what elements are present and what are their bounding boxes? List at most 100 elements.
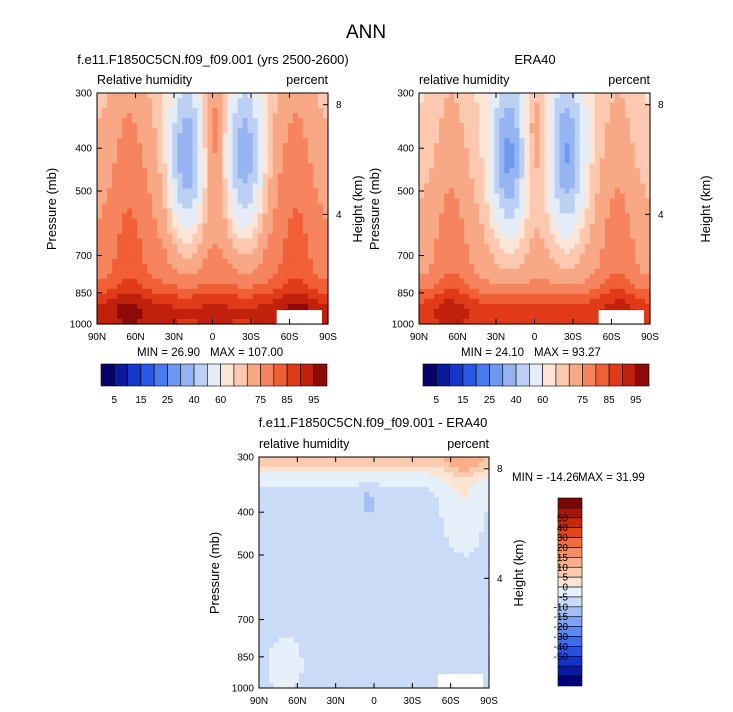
contour-cell xyxy=(257,223,264,230)
contour-cell xyxy=(474,118,480,124)
contour-cell xyxy=(464,158,470,164)
contour-cell xyxy=(192,168,199,174)
contour-cell xyxy=(142,283,148,290)
contour-cell xyxy=(599,103,606,109)
contour-cell xyxy=(132,293,138,300)
contour-cell xyxy=(222,103,229,109)
contour-cell xyxy=(182,288,188,295)
contour-cell xyxy=(262,138,269,144)
contour-cell xyxy=(257,138,264,144)
x-tick-label: 60S xyxy=(281,332,299,343)
contour-cell xyxy=(257,173,264,179)
contour-cell xyxy=(297,148,304,154)
contour-cell xyxy=(172,173,178,179)
contour-cell xyxy=(604,268,611,275)
contour-cell xyxy=(639,168,646,174)
contour-cell xyxy=(267,98,274,104)
contour-cell xyxy=(182,248,188,255)
contour-cell xyxy=(259,502,265,508)
contour-cell xyxy=(237,273,244,280)
contour-cell xyxy=(227,183,234,190)
contour-cell xyxy=(559,138,566,144)
contour-cell xyxy=(464,283,470,290)
contour-cell xyxy=(459,203,465,210)
contour-cell xyxy=(444,278,450,285)
contour-cell xyxy=(454,318,460,325)
contour-cell xyxy=(519,268,526,275)
contour-cell xyxy=(152,173,158,179)
contour-cell xyxy=(459,198,465,205)
contour-cell xyxy=(314,512,320,518)
contour-cell xyxy=(162,313,168,320)
contour-cell xyxy=(434,517,440,523)
contour-cell xyxy=(469,462,475,468)
contour-cell xyxy=(539,313,546,320)
contour-cell xyxy=(549,308,556,315)
contour-cell xyxy=(374,472,380,478)
contour-cell xyxy=(264,507,270,513)
contour-cell xyxy=(604,288,611,295)
contour-cell xyxy=(344,477,350,483)
contour-cell xyxy=(192,133,199,139)
contour-cell xyxy=(404,497,410,503)
contour-cell xyxy=(172,113,178,119)
x-tick-label: 0 xyxy=(210,332,216,343)
contour-cell xyxy=(594,268,601,275)
contour-cell xyxy=(344,517,350,523)
contour-cell xyxy=(237,268,244,275)
contour-cell xyxy=(419,103,425,109)
contour-cell xyxy=(484,208,490,215)
contour-cell xyxy=(107,193,113,200)
contour-cell xyxy=(449,98,455,104)
contour-cell xyxy=(152,273,158,280)
contour-cell xyxy=(122,253,128,260)
contour-cell xyxy=(322,118,329,124)
contour-cell xyxy=(554,273,561,280)
contour-cell xyxy=(192,93,199,99)
contour-cell xyxy=(314,507,320,513)
contour-cell xyxy=(122,108,128,114)
contour-cell xyxy=(312,103,319,109)
contour-cell xyxy=(252,153,259,159)
contour-cell xyxy=(147,233,153,240)
contour-cell xyxy=(227,273,234,280)
contour-cell xyxy=(277,178,284,184)
contour-cell xyxy=(247,203,254,210)
contour-cell xyxy=(324,467,330,473)
contour-cell xyxy=(429,93,435,99)
contour-cell xyxy=(419,138,425,144)
contour-cell xyxy=(459,213,465,220)
contour-cell xyxy=(292,218,299,225)
contour-cell xyxy=(464,467,470,473)
contour-cell xyxy=(102,298,108,305)
contour-cell xyxy=(247,288,254,295)
contour-cell xyxy=(634,148,641,154)
contour-cell xyxy=(579,303,586,310)
contour-cell xyxy=(559,188,566,195)
contour-cell xyxy=(514,193,521,200)
contour-cell xyxy=(629,138,636,144)
contour-cell xyxy=(264,502,270,508)
contour-cell xyxy=(309,507,315,513)
contour-cell xyxy=(589,153,596,159)
contour-cell xyxy=(142,138,148,144)
contour-cell xyxy=(252,298,259,305)
contour-cell xyxy=(242,148,249,154)
contour-cell xyxy=(292,133,299,139)
contour-cell xyxy=(634,108,641,114)
contour-cell xyxy=(644,243,651,250)
contour-cell xyxy=(277,233,284,240)
contour-cell xyxy=(489,123,495,129)
contour-cell xyxy=(444,103,450,109)
contour-cell xyxy=(569,123,576,129)
contour-cell xyxy=(429,183,435,190)
contour-cell xyxy=(142,313,148,320)
contour-cell xyxy=(282,148,289,154)
contour-cell xyxy=(429,243,435,250)
contour-cell xyxy=(449,253,455,260)
contour-cell xyxy=(267,258,274,265)
contour-cell xyxy=(539,283,546,290)
contour-cell xyxy=(282,233,289,240)
contour-cell xyxy=(152,288,158,295)
contour-cell xyxy=(444,263,450,270)
